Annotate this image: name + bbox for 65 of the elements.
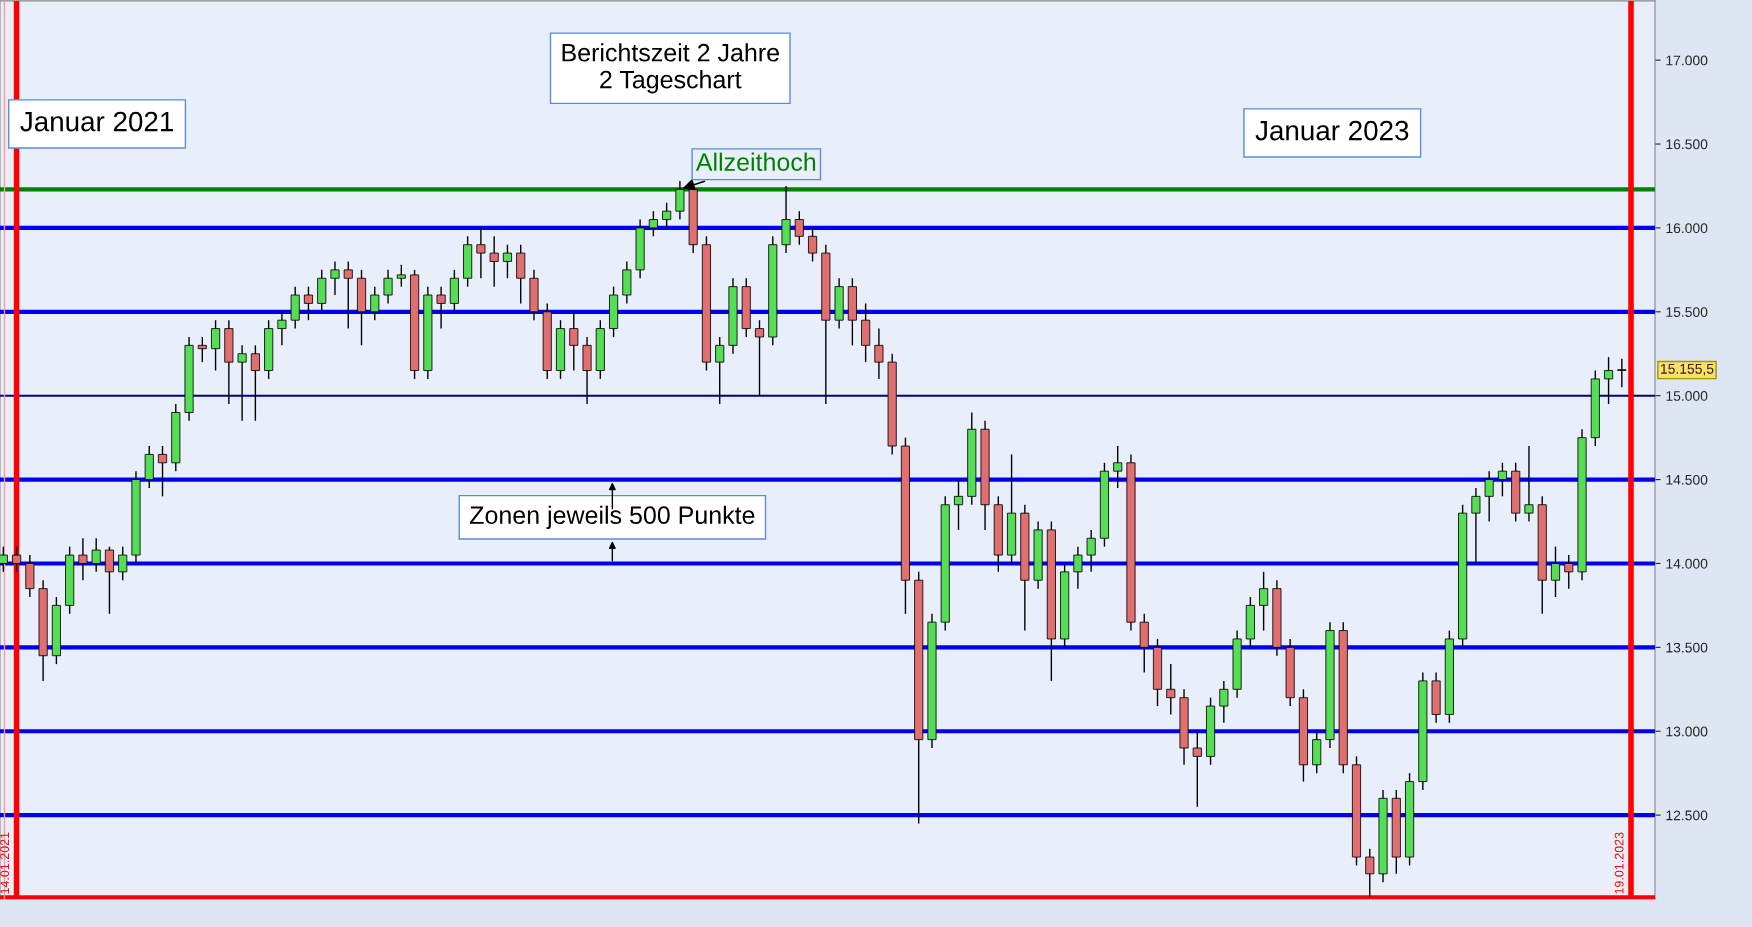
candlestick (104, 545, 114, 615)
candlestick (197, 336, 207, 363)
candlestick (1604, 356, 1614, 405)
y-tick-label: 12.500 (1666, 810, 1708, 821)
annotation: 14.01.2021 (0, 832, 10, 894)
candlestick (648, 210, 658, 238)
annotation: Januar 2021 (20, 111, 173, 132)
candlestick (1497, 462, 1507, 498)
candlestick (0, 545, 8, 573)
candlestick (330, 260, 340, 296)
annotation: 19.01.2023 (1614, 832, 1624, 894)
candlestick (1086, 529, 1096, 573)
candlestick (1550, 545, 1561, 598)
candlestick (118, 545, 128, 581)
candlestick (1219, 680, 1229, 724)
candlestick (874, 327, 884, 380)
candlestick (436, 285, 446, 330)
candlestick (237, 344, 247, 422)
candlestick (250, 344, 260, 422)
y-tick-label: 16.500 (1666, 139, 1708, 150)
candlestick (489, 235, 499, 288)
candlestick (1259, 571, 1269, 632)
candlestick (1471, 487, 1481, 565)
candlestick (476, 227, 486, 279)
y-tick-label: 13.000 (1666, 726, 1708, 737)
annotation: Januar 2023 (1255, 120, 1409, 141)
candlestick (502, 244, 512, 279)
candlestick (396, 264, 406, 288)
candlestick (569, 311, 579, 372)
y-tick-label: 13.500 (1666, 642, 1708, 653)
y-tick-label: 14.000 (1666, 558, 1708, 569)
candlestick (78, 537, 88, 581)
y-tick-label: 16.000 (1666, 223, 1708, 234)
annotation: Berichtszeit 2 Jahre 2 Tageschart (562, 43, 779, 94)
candlestick (953, 478, 964, 531)
candlestick (1192, 730, 1202, 808)
candlestick (91, 537, 101, 573)
y-tick-label: 14.500 (1666, 474, 1708, 485)
candlestick (662, 202, 672, 229)
candlestick (157, 445, 168, 498)
candlestick (1524, 445, 1534, 523)
candlestick (808, 227, 818, 263)
y-tick-label: 17.000 (1666, 55, 1708, 66)
candlestick (1484, 470, 1494, 523)
candlestick (1166, 663, 1176, 716)
candlestick (1113, 445, 1123, 489)
candlestick (303, 285, 313, 321)
candlestick (277, 311, 287, 347)
text: 15.155,5 (1661, 364, 1714, 376)
candlestick (211, 319, 221, 372)
annotation: Allzeithoch (695, 152, 816, 171)
candlestick (343, 260, 353, 330)
candlestick (383, 269, 393, 305)
y-tick-label: 15.000 (1666, 391, 1708, 401)
candlestick (754, 319, 765, 397)
candlestick (1617, 358, 1627, 388)
candlestick (794, 210, 804, 246)
candlestick (370, 285, 380, 321)
candlestick (1564, 554, 1574, 590)
candlestick (715, 336, 725, 405)
annotation: Zonen jeweils 500 Punkte (470, 505, 755, 529)
candlestick (12, 545, 22, 573)
y-tick-label: 15.500 (1666, 307, 1708, 317)
candlestick (1365, 847, 1375, 899)
candlestick (1073, 545, 1083, 590)
